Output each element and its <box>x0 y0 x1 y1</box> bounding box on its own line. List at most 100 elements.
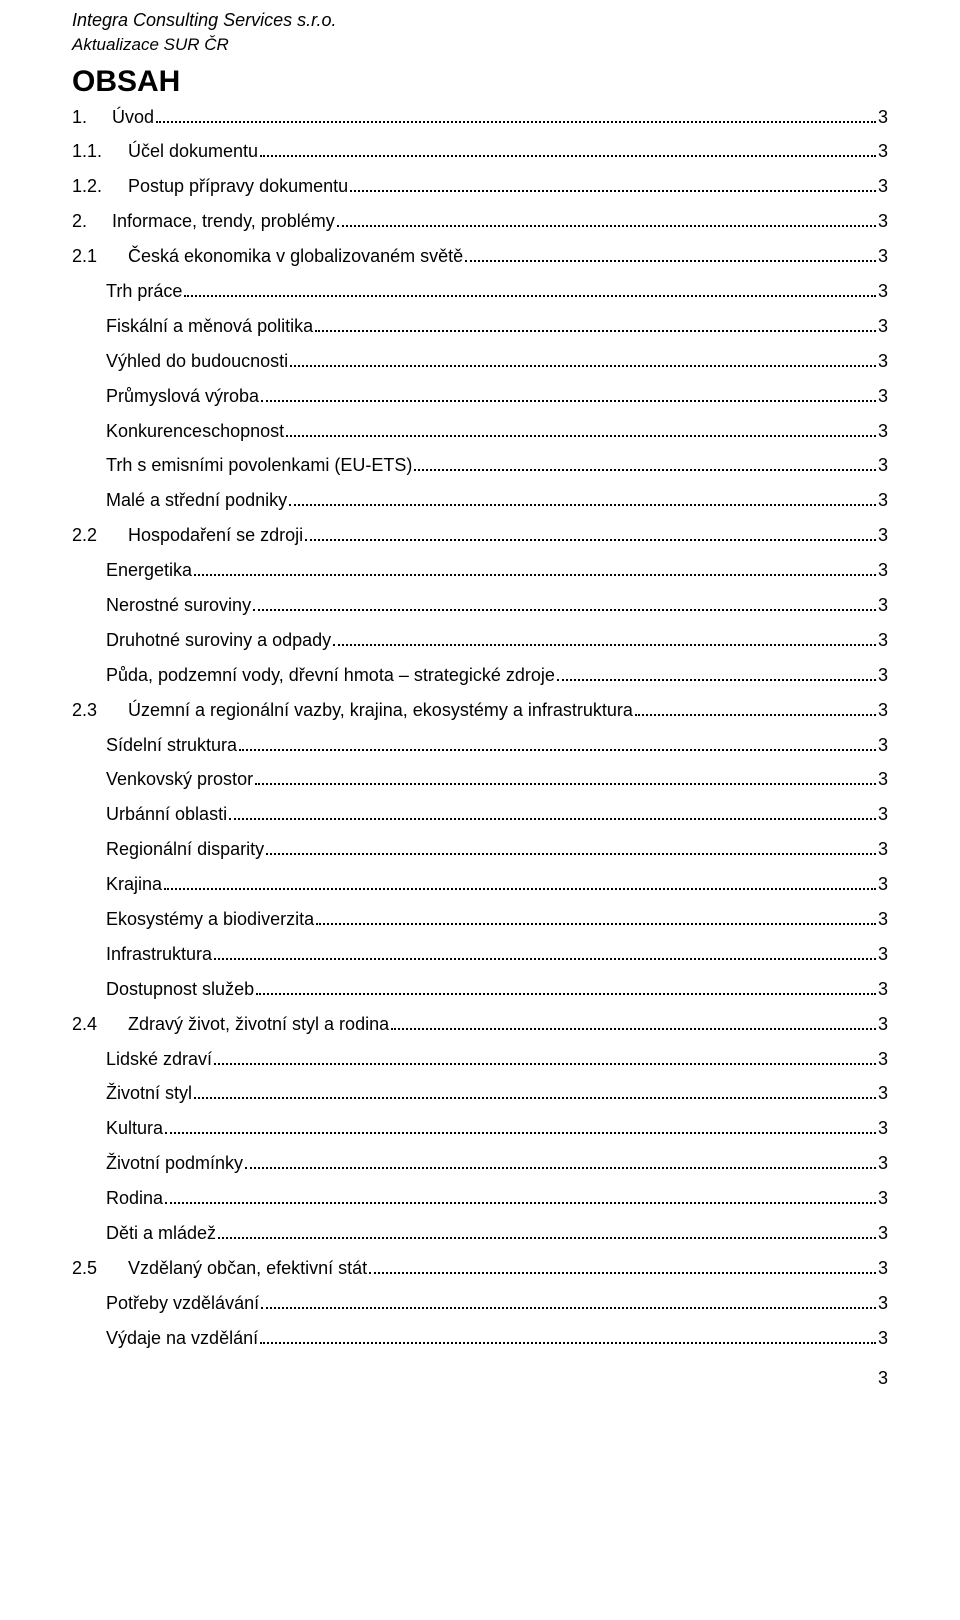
toc-label: Výhled do budoucnosti <box>106 352 288 371</box>
header-subtitle: Aktualizace SUR ČR <box>72 35 888 55</box>
toc-row: Půda, podzemní vody, dřevní hmota – stra… <box>72 665 888 684</box>
toc-page: 3 <box>878 1294 888 1313</box>
toc-number: 1.1. <box>72 142 128 161</box>
toc-leader-dots <box>337 212 876 228</box>
toc-leader-dots <box>414 456 876 472</box>
toc-row: Infrastruktura3 <box>72 944 888 963</box>
toc-row: Konkurenceschopnost3 <box>72 421 888 440</box>
toc-label: Životní podmínky <box>106 1154 243 1173</box>
toc-number: 2.5 <box>72 1259 128 1278</box>
toc-leader-dots <box>635 700 876 716</box>
toc-page: 3 <box>878 875 888 894</box>
toc-row: Druhotné suroviny a odpady 3 <box>72 630 888 649</box>
toc-number: 1. <box>72 108 112 127</box>
toc-page: 3 <box>878 770 888 789</box>
toc-leader-dots <box>316 909 876 925</box>
toc-leader-dots <box>194 1084 876 1100</box>
toc-leader-dots <box>245 1154 876 1170</box>
toc-row: 1.1.Účel dokumentu3 <box>72 142 888 161</box>
toc-row: 1.2.Postup přípravy dokumentu3 <box>72 177 888 196</box>
toc-row: Průmyslová výroba3 <box>72 386 888 405</box>
toc-number: 2.4 <box>72 1015 128 1034</box>
toc-label: Druhotné suroviny a odpady <box>106 631 331 650</box>
toc-row: Výdaje na vzdělání3 <box>72 1328 888 1347</box>
toc-row: Fiskální a měnová politika3 <box>72 316 888 335</box>
toc-leader-dots <box>214 1049 876 1065</box>
toc-label: Informace, trendy, problémy <box>112 212 335 231</box>
toc-row: Krajina3 <box>72 875 888 894</box>
toc-row: 2.3Územní a regionální vazby, krajina, e… <box>72 700 888 719</box>
toc-label: Urbánní oblasti <box>106 805 227 824</box>
toc-row: Děti a mládež3 <box>72 1224 888 1243</box>
toc-row: Malé a střední podniky3 <box>72 491 888 510</box>
header-company: Integra Consulting Services s.r.o. <box>72 10 888 31</box>
toc-leader-dots <box>261 386 876 402</box>
toc-row: Trh práce 3 <box>72 281 888 300</box>
toc-leader-dots <box>239 735 876 751</box>
toc-leader-dots <box>369 1258 876 1274</box>
toc-label: Lidské zdraví <box>106 1050 212 1069</box>
toc-row: 2.2Hospodaření se zdroji3 <box>72 526 888 545</box>
toc-label: Energetika <box>106 561 192 580</box>
toc-leader-dots <box>261 1293 876 1309</box>
toc-leader-dots <box>286 421 876 437</box>
toc-label: Regionální disparity <box>106 840 264 859</box>
toc-page: 3 <box>878 1189 888 1208</box>
toc-label: Nerostné suroviny <box>106 596 251 615</box>
toc-page: 3 <box>878 736 888 755</box>
toc-page: 3 <box>878 1084 888 1103</box>
toc-row: Potřeby vzdělávání 3 <box>72 1293 888 1312</box>
toc-label: Potřeby vzdělávání <box>106 1294 259 1313</box>
toc-page: 3 <box>878 212 888 231</box>
toc-page: 3 <box>878 980 888 999</box>
toc-page: 3 <box>878 491 888 510</box>
toc-row: Venkovský prostor 3 <box>72 770 888 789</box>
toc-leader-dots <box>256 979 876 995</box>
toc-page: 3 <box>878 352 888 371</box>
toc-row: Dostupnost služeb3 <box>72 979 888 998</box>
toc-row: Životní podmínky3 <box>72 1154 888 1173</box>
toc-leader-dots <box>229 805 876 821</box>
toc-row: Výhled do budoucnosti 3 <box>72 351 888 370</box>
toc-leader-dots <box>290 351 876 367</box>
toc-label: Děti a mládež <box>106 1224 216 1243</box>
toc-row: Urbánní oblasti 3 <box>72 805 888 824</box>
toc-page: 3 <box>878 282 888 301</box>
toc-leader-dots <box>350 177 876 193</box>
page-number: 3 <box>72 1368 888 1389</box>
toc-row: 2.1Česká ekonomika v globalizovaném svět… <box>72 247 888 266</box>
toc-page: 3 <box>878 247 888 266</box>
toc-row: 2.5Vzdělaný občan, efektivní stát3 <box>72 1258 888 1277</box>
toc-leader-dots <box>557 665 876 681</box>
toc-page: 3 <box>878 631 888 650</box>
toc-label: Průmyslová výroba <box>106 387 259 406</box>
toc-page: 3 <box>878 805 888 824</box>
toc-number: 2.1 <box>72 247 128 266</box>
toc-label: Trh práce <box>106 282 182 301</box>
toc-page: 3 <box>878 1050 888 1069</box>
toc-leader-dots <box>184 281 876 297</box>
toc-label: Územní a regionální vazby, krajina, ekos… <box>128 701 633 720</box>
toc-leader-dots <box>305 526 876 542</box>
toc-row: 1.Úvod3 <box>72 107 888 126</box>
toc-page: 3 <box>878 108 888 127</box>
toc-number: 2.3 <box>72 701 128 720</box>
toc-leader-dots <box>333 630 876 646</box>
toc-row: Trh s emisními povolenkami (EU-ETS)3 <box>72 456 888 475</box>
toc-number: 1.2. <box>72 177 128 196</box>
toc-leader-dots <box>165 1189 876 1205</box>
toc-leader-dots <box>253 595 876 611</box>
toc-label: Zdravý život, životní styl a rodina <box>128 1015 389 1034</box>
toc-label: Venkovský prostor <box>106 770 253 789</box>
toc-page: 3 <box>878 317 888 336</box>
toc-row: Kultura3 <box>72 1119 888 1138</box>
toc-page: 3 <box>878 456 888 475</box>
toc-row: Sídelní struktura3 <box>72 735 888 754</box>
toc-page: 3 <box>878 142 888 161</box>
toc-leader-dots <box>289 491 876 507</box>
toc-label: Ekosystémy a biodiverzita <box>106 910 314 929</box>
toc-page: 3 <box>878 910 888 929</box>
toc-leader-dots <box>218 1224 876 1240</box>
toc-label: Životní styl <box>106 1084 192 1103</box>
toc-label: Infrastruktura <box>106 945 212 964</box>
